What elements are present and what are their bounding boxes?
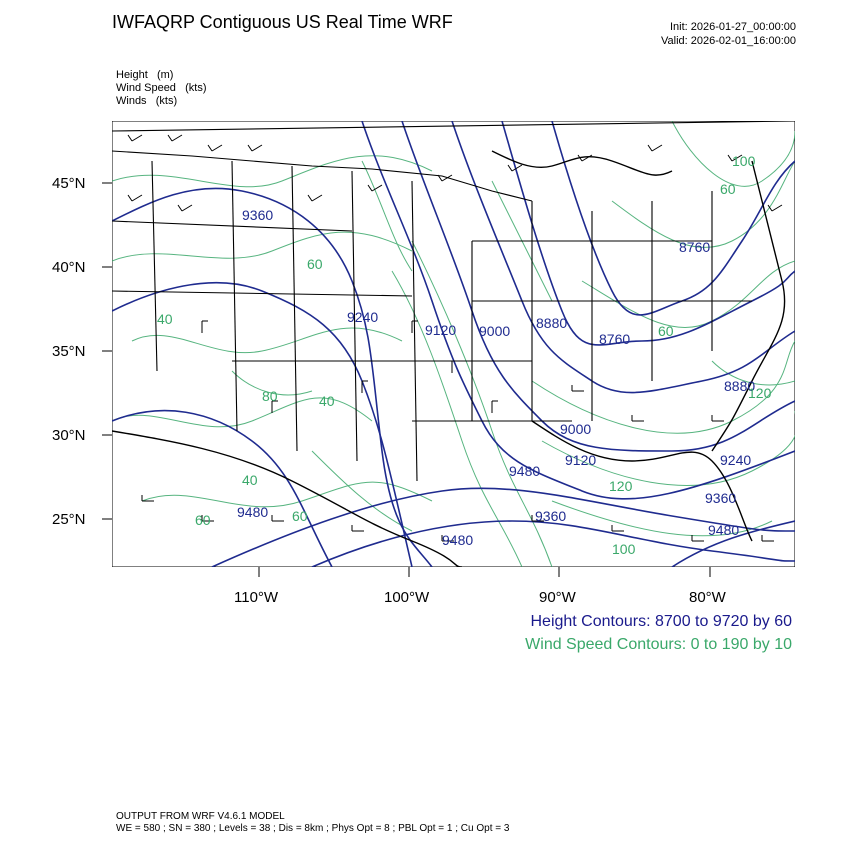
height-contour-labels: 9360 9240 9120 9000 8880 8760 8760 8880 … (237, 207, 755, 548)
wind-label: 40 (157, 311, 173, 327)
model-footer: OUTPUT FROM WRF V4.6.1 MODEL WE = 580 ; … (116, 811, 509, 835)
lat-label-25: 25°N (52, 511, 86, 528)
height-label: 9240 (720, 452, 751, 468)
wind-barbs (127, 134, 783, 542)
height-label: 8880 (724, 378, 755, 394)
wind-label: 120 (609, 478, 633, 494)
map-panel: 9360 9240 9120 9000 8880 8760 8760 8880 … (111, 120, 798, 568)
field-legend: Height (m) Wind Speed (kts) Winds (kts) (116, 69, 206, 108)
height-label: 8880 (536, 315, 567, 331)
legend-wind-speed: Wind Speed (kts) (116, 82, 207, 94)
height-label: 9360 (242, 207, 273, 223)
wind-label: 100 (732, 153, 756, 169)
height-label: 9480 (509, 463, 540, 479)
wind-label: 60 (195, 512, 211, 528)
height-label: 9000 (560, 421, 591, 437)
height-label: 9480 (237, 504, 268, 520)
footer-line-2: WE = 580 ; SN = 380 ; Levels = 38 ; Dis … (116, 823, 510, 834)
height-label: 9120 (425, 322, 456, 338)
wind-label: 60 (292, 508, 308, 524)
lat-label-35: 35°N (52, 343, 86, 360)
wind-label: 60 (720, 181, 736, 197)
political-boundaries (111, 120, 796, 568)
height-contours (111, 120, 796, 568)
height-label: 9480 (442, 532, 473, 548)
height-label: 8760 (679, 239, 710, 255)
wind-label: 40 (242, 472, 258, 488)
map-title: IWFAQRP Contiguous US Real Time WRF (112, 12, 453, 32)
height-label: 8760 (599, 331, 630, 347)
wind-label: 40 (319, 393, 335, 409)
lon-label-100: 100°W (384, 589, 430, 606)
height-label: 9360 (705, 490, 736, 506)
height-contour-info: Height Contours: 8700 to 9720 by 60 (530, 613, 792, 630)
height-label: 9240 (347, 309, 378, 325)
valid-time: Valid: 2026-02-01_16:00:00 (661, 35, 796, 47)
lat-label-45: 45°N (52, 175, 86, 192)
wind-label: 120 (748, 385, 772, 401)
height-label: 9360 (535, 508, 566, 524)
height-label: 9000 (479, 323, 510, 339)
footer-line-1: OUTPUT FROM WRF V4.6.1 MODEL (116, 811, 285, 822)
wind-label: 80 (262, 388, 278, 404)
wind-contour-labels: 60 40 80 40 120 40 60 60 60 120 100 100 … (157, 153, 772, 557)
map-frame (111, 120, 796, 568)
wind-label: 60 (658, 323, 674, 339)
height-label: 9120 (565, 452, 596, 468)
lon-label-110: 110°W (234, 589, 279, 606)
wind-label: 60 (307, 256, 323, 272)
lon-ticks (258, 567, 711, 577)
lat-label-30: 30°N (52, 427, 86, 444)
lon-label-80: 80°W (689, 589, 726, 606)
legend-winds: Winds (kts) (116, 95, 178, 107)
map-svg: 9360 9240 9120 9000 8880 8760 8760 8880 … (111, 120, 798, 568)
run-times: Init: 2026-01-27_00:00:00 Valid: 2026-02… (661, 20, 796, 48)
legend-height: Height (m) (116, 69, 174, 81)
height-label: 9480 (708, 522, 739, 538)
wind-contour-info: Wind Speed Contours: 0 to 190 by 10 (525, 636, 792, 653)
lat-label-40: 40°N (52, 259, 86, 276)
wind-label: 100 (612, 541, 636, 557)
init-time: Init: 2026-01-27_00:00:00 (670, 21, 796, 33)
lon-label-90: 90°W (539, 589, 576, 606)
lat-ticks (102, 182, 112, 520)
